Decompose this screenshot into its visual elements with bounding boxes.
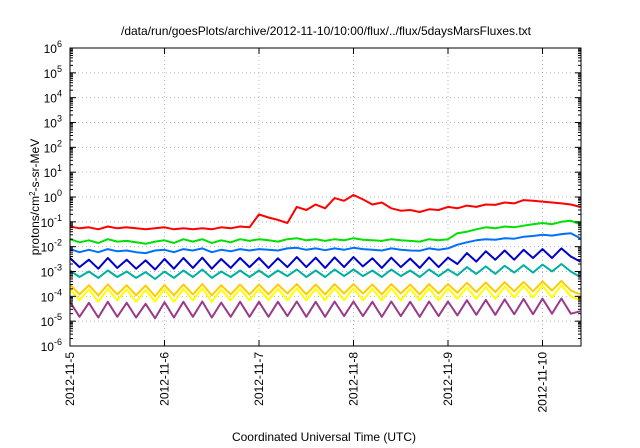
x-tick-label: 2012-11-5	[63, 352, 77, 406]
chart-title: /data/run/goesPlots/archive/2012-11-10/1…	[121, 24, 532, 38]
y-tick-exponent: 0	[57, 188, 62, 198]
y-tick-label: 100	[44, 188, 62, 205]
y-tick-exponent: 5	[57, 64, 62, 74]
x-tick-label: 2012-11-9	[441, 352, 455, 406]
flux-series-8	[69, 297, 581, 320]
y-tick-exponent: 1	[57, 163, 62, 173]
y-tick-exponent: -1	[54, 213, 62, 223]
flux-series-6	[69, 279, 581, 298]
x-tick-label: 2012-11-7	[252, 352, 266, 406]
x-tick-label: 2012-11-6	[158, 352, 172, 406]
y-tick-exponent: -2	[54, 238, 62, 248]
y-tick-exponent: 2	[57, 138, 62, 148]
y-tick-label: 10-1	[41, 213, 62, 230]
y-tick-exponent: -3	[54, 263, 62, 273]
flux-series-5	[69, 263, 581, 280]
y-tick-exponent: 6	[57, 39, 62, 49]
grid-lines	[70, 48, 581, 346]
y-tick-label: 103	[44, 114, 62, 131]
y-tick-label: 106	[44, 39, 62, 56]
y-axis-label: protons/cm2-s-sr-MeV	[28, 139, 43, 255]
y-tick-label: 10-3	[41, 263, 62, 280]
series-lines	[69, 194, 581, 320]
y-tick-label: 10-6	[41, 337, 62, 354]
y-tick-label: 105	[44, 64, 62, 81]
y-tick-exponent: -4	[54, 287, 62, 297]
y-tick-exponent: 4	[57, 89, 62, 99]
y-tick-exponent: -6	[54, 337, 62, 347]
y-tick-exponent: 3	[57, 114, 62, 124]
y-axis-label-sup: 2	[28, 191, 37, 196]
y-tick-label: 10-5	[41, 312, 62, 329]
x-tick-label: 2012-11-8	[347, 352, 361, 406]
y-tick-label: 10-4	[41, 287, 62, 304]
flux-series-4	[69, 247, 581, 271]
y-axis-label-pre: protons/cm	[28, 196, 42, 255]
flux-series-2	[69, 219, 581, 245]
y-tick-label: 10-2	[41, 238, 62, 255]
x-tick-label: 2012-11-10	[536, 352, 550, 413]
y-axis-label-post: -s-sr-MeV	[28, 139, 42, 192]
y-tick-label: 104	[44, 89, 62, 106]
y-tick-label: 101	[44, 163, 62, 180]
flux-series-7	[69, 284, 581, 303]
flux-series-1	[69, 194, 581, 231]
y-tick-label: 102	[44, 138, 62, 155]
x-axis-ticks: 2012-11-5 2012-11-6 2012-11-7 2012-11-8 2012…	[63, 48, 550, 413]
y-tick-exponent: -5	[54, 312, 62, 322]
flux-series-3	[69, 232, 581, 255]
x-axis-label: Coordinated Universal Time (UTC)	[232, 430, 416, 444]
